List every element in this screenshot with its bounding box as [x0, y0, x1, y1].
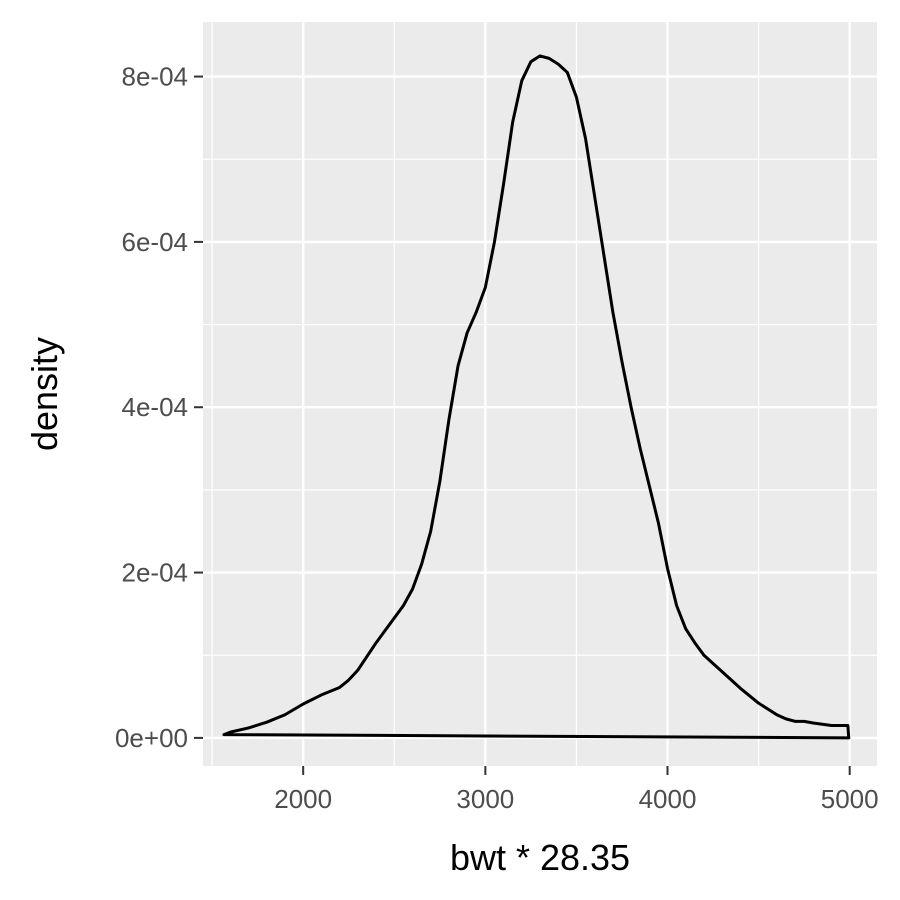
y-axis: 0e+00 2e-04 4e-04 6e-04 8e-04 [115, 62, 203, 753]
density-curve [222, 54, 851, 740]
y-tick-label: 8e-04 [122, 62, 189, 92]
y-tick-label: 6e-04 [122, 227, 189, 257]
x-tick-label: 5000 [821, 784, 879, 814]
x-tick-label: 2000 [274, 784, 332, 814]
plot-panel [203, 22, 877, 766]
x-tick-label: 3000 [456, 784, 514, 814]
y-axis-title: density [24, 337, 65, 451]
x-tick-label: 4000 [639, 784, 697, 814]
major-gridlines [203, 22, 877, 766]
x-axis: 2000 3000 4000 5000 [274, 766, 879, 814]
minor-gridlines [203, 22, 877, 766]
y-tick-label: 4e-04 [122, 392, 189, 422]
x-axis-title: bwt * 28.35 [450, 837, 630, 878]
y-tick-label: 2e-04 [122, 558, 189, 588]
y-tick-label: 0e+00 [115, 723, 188, 753]
